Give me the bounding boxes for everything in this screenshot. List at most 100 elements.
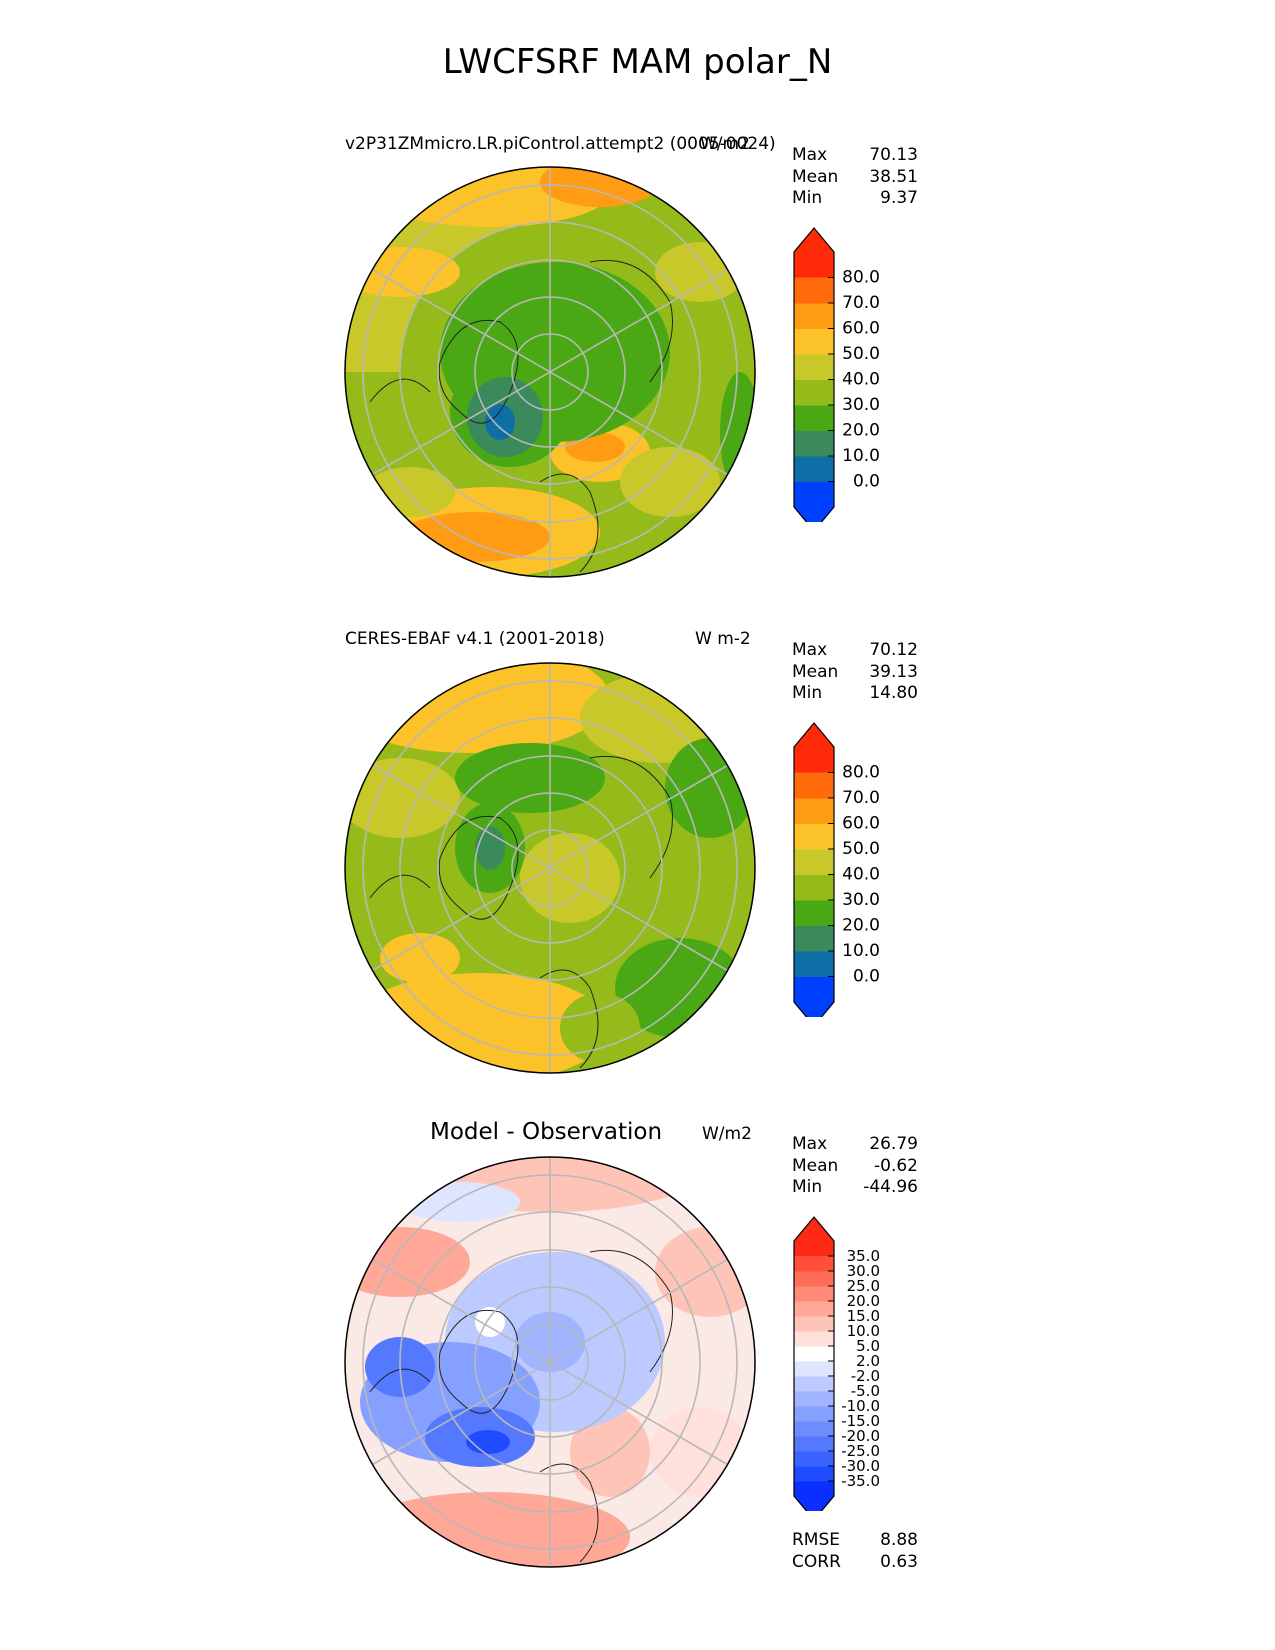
- colorbar-tick-label: 40.0: [842, 865, 880, 885]
- stat-value: 38.51: [869, 166, 918, 187]
- colorbar-outline: [793, 722, 835, 1017]
- colorbar-swatch: [794, 1406, 834, 1422]
- colorbar-swatch: [794, 1481, 834, 1511]
- colorbar-swatch: [794, 277, 834, 304]
- colorbar-tick-label: 60.0: [842, 319, 880, 339]
- stat-label: Mean: [792, 661, 839, 682]
- colorbar-swatch: [794, 354, 834, 380]
- colorbar-tick-label: 40.0: [842, 370, 880, 390]
- panel-model-source-label: v2P31ZMmicro.LR.piControl.attempt2 (0005…: [345, 134, 776, 154]
- panel-obs-stats: Max 70.12 Mean 39.13 Min 14.80: [792, 640, 918, 705]
- colorbar-swatch: [794, 1361, 834, 1377]
- colorbar-tick-label: 20.0: [842, 916, 880, 936]
- colorbar-tick-label: 10.0: [842, 941, 880, 961]
- colorbar-swatch: [794, 328, 834, 355]
- stat-label: CORR: [792, 1551, 841, 1572]
- colorbar-swatch: [794, 1346, 834, 1362]
- stat-label: Min: [792, 1177, 823, 1197]
- colorbar-tick-label: -25.0: [841, 1442, 880, 1460]
- panel-model-colorbar: 80.0 70.0 60.0 50.0 40.0 30.0 20.0 10.0 0.0: [793, 227, 880, 522]
- colorbar-swatch: [794, 1271, 834, 1287]
- colorbar-tick-label: 80.0: [842, 268, 880, 288]
- colorbar-tick-label: 20.0: [842, 421, 880, 441]
- colorbar-tick-label: -15.0: [841, 1412, 880, 1430]
- panel-diff-map: [344, 1156, 756, 1568]
- colorbar-swatch: [794, 456, 834, 482]
- panel-model-map: [344, 166, 756, 578]
- colorbar-swatches: [793, 227, 835, 522]
- colorbar-swatch: [794, 798, 834, 824]
- colorbar-tick-label: 15.0: [847, 1307, 880, 1325]
- colorbar-tick-label: 10.0: [842, 446, 880, 466]
- colorbar-swatch: [794, 849, 834, 875]
- colorbar-swatch: [794, 1451, 834, 1467]
- panel-diff-title: Model - Observation: [430, 1119, 663, 1145]
- colorbar-tick-label: -35.0: [841, 1472, 880, 1490]
- colorbar-swatch: [794, 1391, 834, 1407]
- colorbar-swatch: [794, 1331, 834, 1347]
- colorbar-swatch: [794, 1256, 834, 1272]
- stat-label: Max: [792, 640, 828, 660]
- colorbar-swatch: [794, 1286, 834, 1302]
- panel-diff-colorbar: 35.030.025.020.015.010.05.02.0-2.0-5.0-1…: [793, 1216, 880, 1511]
- stat-value: 14.80: [869, 683, 918, 703]
- colorbar-tick-label: 50.0: [842, 839, 880, 859]
- stat-value: 26.79: [869, 1134, 918, 1154]
- colorbar-outline: [793, 227, 835, 522]
- colorbar-tick-label: 50.0: [842, 344, 880, 364]
- colorbar-swatch: [794, 1421, 834, 1437]
- colorbar-tick-label: -10.0: [841, 1397, 880, 1415]
- colorbar-tick-label: 2.0: [856, 1352, 880, 1370]
- stat-label: RMSE: [792, 1530, 841, 1550]
- colorbar-swatch: [794, 874, 834, 901]
- colorbar-ticks: 35.030.025.020.015.010.05.02.0-2.0-5.0-1…: [828, 1247, 880, 1490]
- stat-label: Min: [792, 188, 823, 208]
- colorbar-swatch: [794, 772, 834, 799]
- colorbar-tick-label: 5.0: [856, 1337, 880, 1355]
- stat-value: 70.12: [869, 640, 918, 660]
- colorbar-tick-label: 35.0: [847, 1247, 880, 1265]
- colorbar-tick-label: 30.0: [842, 890, 880, 910]
- page-title: LWCFSRF MAM polar_N: [442, 42, 833, 82]
- colorbar-tick-label: 30.0: [842, 395, 880, 415]
- colorbar-tick-label: 25.0: [847, 1277, 880, 1295]
- panel-obs-map: [344, 662, 756, 1074]
- stat-value: 70.13: [869, 145, 918, 165]
- colorbar-swatch: [794, 481, 834, 522]
- colorbar-swatches: [793, 722, 835, 1017]
- stat-value: 0.63: [880, 1551, 918, 1572]
- stat-value: 39.13: [869, 661, 918, 682]
- stat-label: Max: [792, 1134, 828, 1154]
- colorbar-tick-label: 80.0: [842, 763, 880, 783]
- colorbar-swatch: [794, 976, 834, 1017]
- colorbar-tick-label: -5.0: [851, 1382, 880, 1400]
- panel-obs-source-label: CERES-EBAF v4.1 (2001-2018): [345, 629, 605, 649]
- colorbar-swatch: [794, 925, 834, 952]
- panel-model-stats: Max 70.13 Mean 38.51 Min 9.37: [792, 145, 918, 210]
- panel-obs-colorbar: 80.0 70.0 60.0 50.0 40.0 30.0 20.0 10.0 0.0: [793, 722, 880, 1017]
- colorbar-tick-label: 60.0: [842, 814, 880, 834]
- colorbar-tick-label: 70.0: [842, 788, 880, 808]
- colorbar-tick-label: -2.0: [851, 1367, 880, 1385]
- stat-value: 8.88: [880, 1530, 918, 1550]
- stat-value: 9.37: [880, 188, 918, 208]
- panel-obs-units: W m-2: [695, 629, 751, 649]
- colorbar-swatch: [794, 1466, 834, 1482]
- colorbar-swatch: [794, 1301, 834, 1317]
- panel-diff-extra-stats: RMSE 8.88 CORR 0.63: [792, 1530, 918, 1573]
- colorbar-swatch: [794, 303, 834, 329]
- colorbar-swatch: [794, 228, 834, 278]
- colorbar-swatch: [794, 951, 834, 977]
- colorbar-swatch: [794, 1217, 834, 1256]
- colorbar-tick-label: 20.0: [847, 1292, 880, 1310]
- stat-value: -44.96: [863, 1177, 918, 1197]
- colorbar-tick-label: 0.0: [853, 967, 880, 987]
- colorbar-swatch: [794, 1316, 834, 1332]
- colorbar-swatch: [794, 823, 834, 850]
- stat-label: Mean: [792, 166, 839, 187]
- stat-value: -0.62: [874, 1155, 918, 1176]
- panel-diff-stats: Max 26.79 Mean -0.62 Min -44.96: [792, 1134, 918, 1199]
- colorbar-tick-label: -30.0: [841, 1457, 880, 1475]
- stat-label: Mean: [792, 1155, 839, 1176]
- colorbar-tick-label: 30.0: [847, 1262, 880, 1280]
